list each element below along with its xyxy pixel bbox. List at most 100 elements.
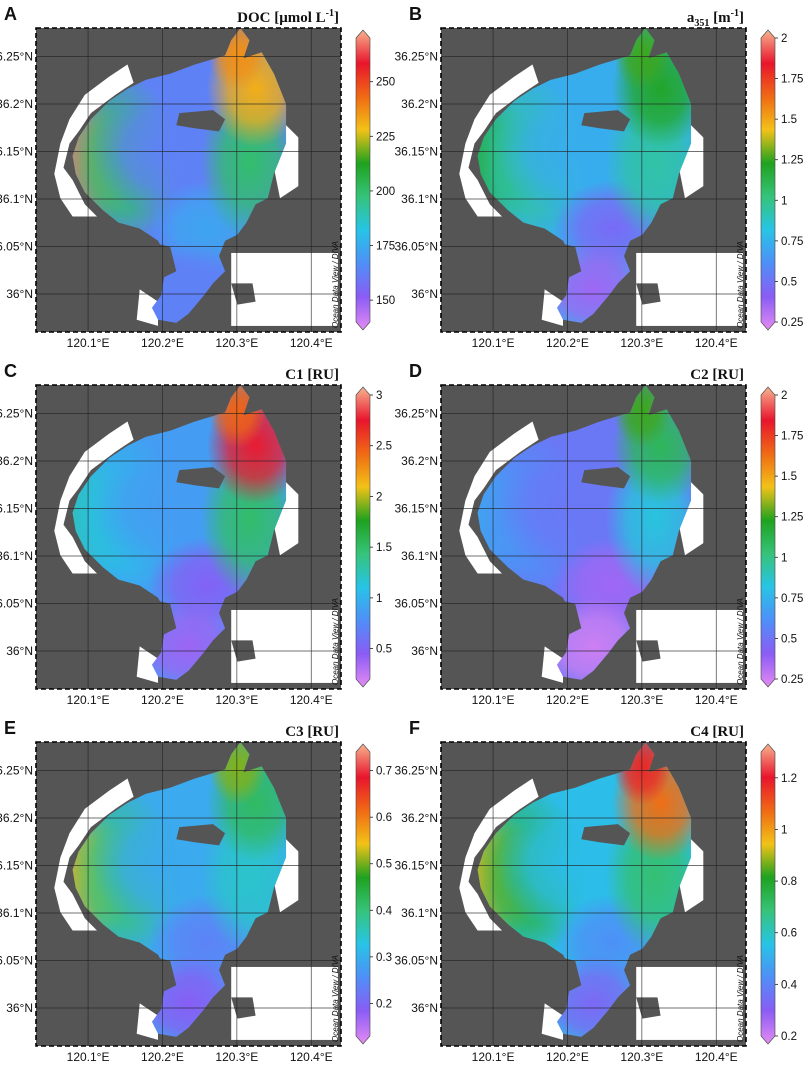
panel-e: E C3 [RU] 36.25°N 36.2°N 36.15°N 36.1°N 36.05°… (0, 718, 393, 1064)
map-frame (35, 27, 342, 333)
lat-tick-label: 36.15°N (395, 859, 439, 873)
lat-tick-label: 36.05°N (0, 954, 33, 968)
lon-tick-label: 120.4°E (695, 693, 738, 707)
lat-tick-label: 36°N (6, 287, 33, 301)
colorbar-tick-label: 0.75 (781, 593, 803, 605)
lon-tick-label: 120.4°E (290, 1050, 333, 1064)
lat-tick-label: 36.05°N (395, 597, 439, 611)
colorbar-tick-label: 0.2 (781, 1031, 797, 1043)
lat-tick-label: 36.2°N (0, 454, 33, 468)
colorbar-tick-label: 225 (376, 131, 395, 143)
lat-tick-label: 36.15°N (395, 145, 439, 159)
colorbar-tick-label: 0.6 (376, 812, 392, 824)
colorbar-tick-label: 0.6 (781, 928, 797, 940)
colorbar-tick-label: 200 (376, 186, 395, 198)
lat-tick-label: 36°N (6, 644, 33, 658)
shore-west (54, 778, 134, 931)
lon-tick-label: 120.1°E (472, 1050, 515, 1064)
odv-credit: Ocean Data View / DIVA (331, 955, 340, 1042)
lat-tick-label: 36.2°N (401, 811, 438, 825)
map-frame (440, 384, 747, 690)
lon-tick-label: 120.4°E (290, 336, 333, 350)
shore-south (136, 646, 158, 683)
lon-tick-label: 120.4°E (695, 1050, 738, 1064)
land-islet-north (581, 824, 631, 846)
shore-west (54, 421, 134, 574)
colorbar-tick-label: 0.3 (376, 952, 392, 964)
colorbar (760, 29, 776, 331)
shore-south (136, 1003, 158, 1040)
lat-tick-label: 36.2°N (401, 97, 438, 111)
land-peninsula-south (544, 240, 582, 281)
colorbar-tick-label: 0.25 (781, 317, 803, 329)
panel-title: C4 [RU] (690, 724, 744, 740)
colorbar-tick-label: 0.8 (781, 876, 797, 888)
lat-tick-label: 36.25°N (395, 50, 439, 64)
shore-south (541, 646, 563, 683)
lat-tick-label: 36.1°N (0, 549, 33, 563)
panel-title: C2 [RU] (690, 367, 744, 383)
colorbar-tick-label: 175 (376, 241, 395, 253)
lon-tick-label: 120.3°E (620, 336, 663, 350)
colorbar (760, 386, 776, 688)
lon-tick-label: 120.3°E (620, 693, 663, 707)
odv-credit: Ocean Data View / DIVA (331, 241, 340, 328)
lon-tick-label: 120.2°E (546, 336, 589, 350)
colorbar-tick-label: 0.4 (376, 905, 393, 917)
colorbar (355, 743, 371, 1045)
lon-tick-label: 120.3°E (215, 693, 258, 707)
lat-tick-label: 36.05°N (0, 240, 33, 254)
lat-tick-label: 36.2°N (0, 97, 33, 111)
lat-tick-label: 36.1°N (401, 549, 438, 563)
panel-d: D C2 [RU] 36.25°N 36.2°N 36.15°N 36.1°N 36.05°… (395, 361, 804, 707)
lat-tick-label: 36.05°N (395, 240, 439, 254)
lat-tick-label: 36.15°N (0, 502, 33, 516)
lon-tick-label: 120.2°E (141, 336, 184, 350)
panel-letter: A (4, 4, 17, 24)
colorbar-tick-label: 0.5 (781, 633, 797, 645)
colorbar-tick-label: 1.5 (781, 114, 797, 126)
lat-tick-label: 36.25°N (395, 764, 439, 778)
colorbar-tick-label: 0.2 (376, 998, 392, 1010)
colorbar-tick-label: 1.5 (376, 542, 392, 554)
colorbar-tick-label: 3 (376, 390, 382, 402)
colorbar-tick-label: 1.25 (781, 512, 803, 524)
map-frame (440, 741, 747, 1047)
lon-tick-label: 120.3°E (620, 1050, 663, 1064)
lon-tick-label: 120.4°E (290, 693, 333, 707)
panel-a: A DOC [μmol L-1] 36.25°N 36.2°N 36.15°N 36.1°… (0, 4, 395, 350)
lat-tick-label: 36.25°N (395, 407, 439, 421)
land-islet-north (176, 110, 226, 132)
colorbar-tick-label: 0.5 (781, 276, 797, 288)
land-peninsula-south (139, 954, 177, 995)
colorbar-tick-label: 0.4 (781, 979, 798, 991)
lon-tick-label: 120.1°E (472, 336, 515, 350)
lat-tick-label: 36.15°N (0, 145, 33, 159)
colorbar-tick-label: 0.7 (376, 766, 392, 778)
panel-title: C3 [RU] (285, 724, 339, 740)
colorbar-tick-label: 150 (376, 295, 395, 307)
lat-tick-label: 36.15°N (0, 859, 33, 873)
lon-tick-label: 120.1°E (67, 693, 110, 707)
colorbar-tick-label: 2 (376, 491, 382, 503)
map-frame (440, 27, 747, 333)
map-frame (35, 741, 342, 1047)
panel-letter: C (4, 361, 17, 381)
colorbar-tick-label: 1 (781, 552, 787, 564)
panel-letter: E (4, 718, 16, 738)
land-islet-north (581, 110, 631, 132)
panel-f: F C4 [RU] 36.25°N 36.2°N 36.15°N 36.1°N 36.05°… (395, 718, 798, 1064)
lat-tick-label: 36.05°N (0, 597, 33, 611)
odv-credit: Ocean Data View / DIVA (736, 241, 745, 328)
lat-tick-label: 36.05°N (395, 954, 439, 968)
land-islet-north (176, 824, 226, 846)
colorbar-tick-label: 1 (781, 195, 787, 207)
colorbar-tick-label: 1.25 (781, 155, 803, 167)
lon-tick-label: 120.2°E (141, 1050, 184, 1064)
land-peninsula-south (139, 240, 177, 281)
colorbar-tick-label: 0.5 (376, 644, 392, 656)
colorbar-tick-label: 250 (376, 77, 395, 89)
odv-credit: Ocean Data View / DIVA (736, 598, 745, 685)
land-islet-north (581, 467, 631, 489)
land-islet-north (176, 467, 226, 489)
